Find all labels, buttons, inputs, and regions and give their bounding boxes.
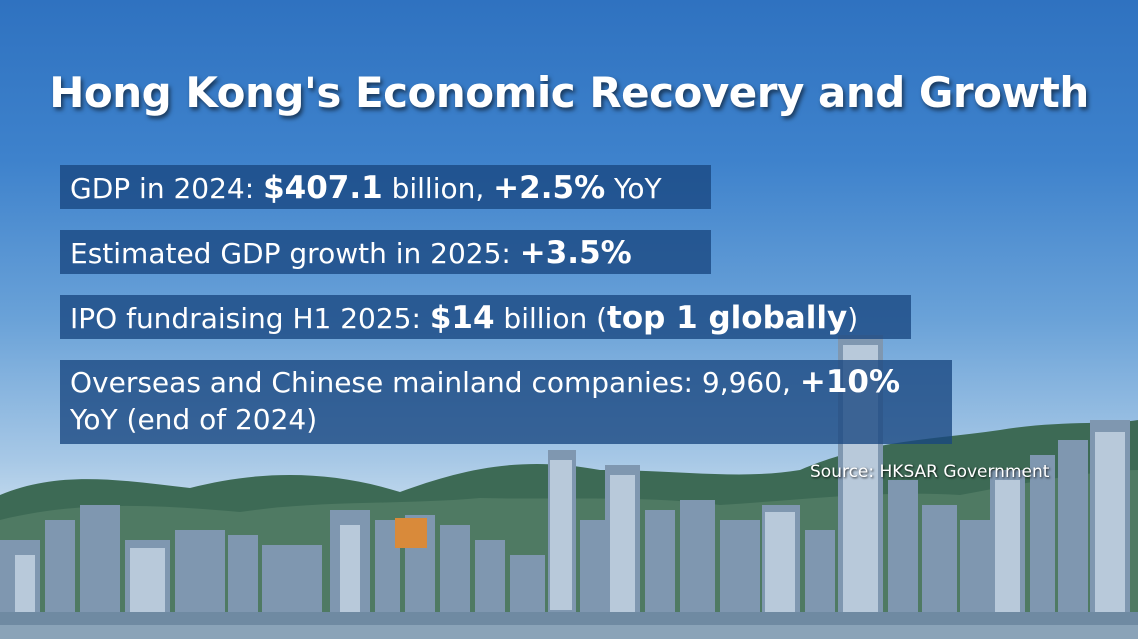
gdp-value: $407.1 bbox=[263, 170, 383, 206]
gdp-yoy: YoY bbox=[605, 172, 662, 205]
gdp-change: +2.5% bbox=[493, 170, 606, 206]
ipo-value: $14 bbox=[429, 300, 495, 336]
gdp-label: GDP in 2024: bbox=[70, 172, 264, 205]
ipo-fundraising-stat: IPO fundraising H1 2025: $14 billion (to… bbox=[60, 295, 911, 339]
ipo-rank: top 1 globally bbox=[607, 300, 848, 336]
gdp-2024-stat: GDP in 2024: $407.1 billion, +2.5% YoY bbox=[60, 165, 711, 209]
growth-label: Estimated GDP growth in 2025: bbox=[70, 237, 520, 270]
gdp-growth-2025-stat: Estimated GDP growth in 2025: +3.5% bbox=[60, 230, 711, 274]
companies-period: YoY (end of 2024) bbox=[70, 403, 318, 436]
ipo-unit: billion ( bbox=[494, 302, 608, 335]
page-title: Hong Kong's Economic Recovery and Growth bbox=[49, 68, 1089, 117]
companies-label: Overseas and Chinese mainland companies:… bbox=[70, 366, 800, 399]
companies-stat: Overseas and Chinese mainland companies:… bbox=[60, 360, 952, 444]
growth-value: +3.5% bbox=[519, 235, 632, 271]
gdp-unit: billion, bbox=[382, 172, 494, 205]
companies-change: +10% bbox=[799, 364, 901, 400]
ipo-label: IPO fundraising H1 2025: bbox=[70, 302, 430, 335]
ipo-close: ) bbox=[847, 302, 859, 335]
source-credit: Source: HKSAR Government bbox=[810, 462, 1050, 482]
